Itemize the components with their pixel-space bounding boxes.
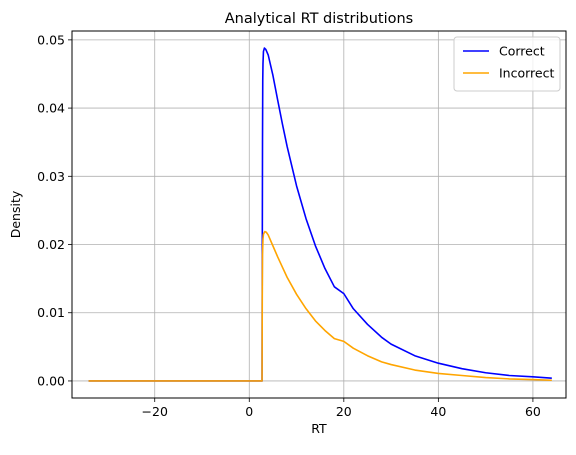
y-axis-label: Density [8, 190, 23, 238]
x-tick-label: 0 [245, 404, 253, 419]
y-tick-label: 0.00 [37, 373, 65, 388]
y-tick-label: 0.04 [37, 101, 65, 116]
chart-title: Analytical RT distributions [225, 11, 414, 27]
legend: Correct Incorrect [453, 36, 561, 92]
ticks: −20 0 20 40 60 0.00 0.01 0.02 0.03 0.04 0.05 [37, 32, 541, 419]
y-tick-label: 0.05 [37, 32, 65, 47]
y-tick-label: 0.03 [37, 169, 65, 184]
x-axis-label: RT [311, 421, 327, 436]
y-tick-label: 0.02 [37, 237, 65, 252]
legend-label-incorrect: Incorrect [499, 66, 554, 81]
x-tick-label: 40 [430, 404, 446, 419]
series-line-correct [88, 47, 552, 382]
x-tick-label: 20 [336, 404, 352, 419]
y-tick-label: 0.01 [37, 305, 65, 320]
plot-frame [71, 30, 567, 399]
legend-label-correct: Correct [499, 44, 545, 59]
x-tick-label: −20 [142, 404, 168, 419]
series-line-incorrect [88, 230, 552, 382]
x-tick-label: 60 [525, 404, 541, 419]
series-layer [88, 47, 552, 382]
